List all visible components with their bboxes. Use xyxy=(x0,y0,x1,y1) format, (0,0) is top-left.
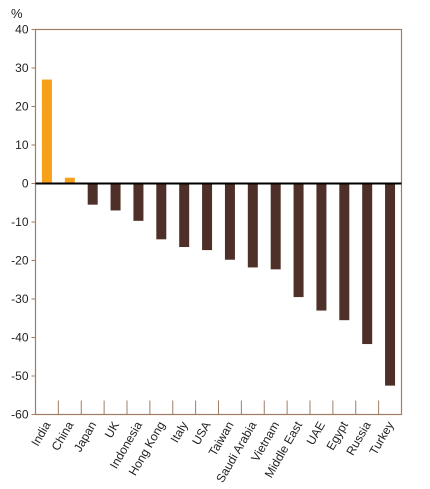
bar-uk xyxy=(110,183,121,211)
y-tick-label: 20 xyxy=(15,100,29,114)
y-tick-label: 10 xyxy=(15,138,29,152)
bar-saudi-arabia xyxy=(247,183,258,268)
y-tick-label: -30 xyxy=(11,292,29,306)
y-tick-label: 30 xyxy=(15,61,29,75)
bar-india xyxy=(41,79,52,184)
x-category-label: Italy xyxy=(168,419,191,445)
y-unit-label: % xyxy=(11,6,23,21)
bar-russia xyxy=(362,183,373,345)
bar-japan xyxy=(87,183,98,205)
y-tick-label: -40 xyxy=(11,331,29,345)
bar-vietnam xyxy=(270,183,281,270)
bar-taiwan xyxy=(224,183,235,260)
bar-china xyxy=(64,177,75,184)
bar-italy xyxy=(179,183,190,248)
y-tick-label: -50 xyxy=(11,369,29,383)
bar-turkey xyxy=(385,183,396,386)
bar-middle-east xyxy=(293,183,304,298)
bar-uae xyxy=(316,183,327,311)
y-tick-label: -10 xyxy=(11,215,29,229)
y-axis: 40 30 20 10 0 -10 -20 -30 -40 -50 -60 xyxy=(11,23,36,422)
bar-egypt xyxy=(339,183,350,321)
y-tick-label: 40 xyxy=(15,23,29,37)
bar-usa xyxy=(202,183,213,251)
bar-hong-kong xyxy=(156,183,167,240)
x-category-label: UK xyxy=(102,419,122,440)
x-axis-ticks xyxy=(57,400,380,415)
bars-group xyxy=(41,79,396,386)
y-tick-label: -20 xyxy=(11,254,29,268)
y-tick-label: -60 xyxy=(11,408,29,422)
y-tick-label: 0 xyxy=(22,177,29,191)
bar-indonesia xyxy=(133,183,144,221)
x-category-label: Japan xyxy=(71,419,99,454)
